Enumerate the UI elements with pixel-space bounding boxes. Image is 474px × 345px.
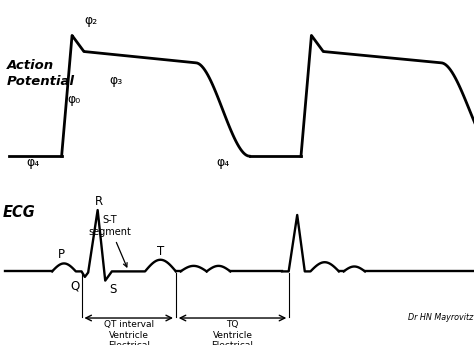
- Text: T: T: [157, 245, 164, 257]
- Text: QT interval
Ventricle
Electrical
Activity
"Systole": QT interval Ventricle Electrical Activit…: [104, 321, 154, 345]
- Text: ECG: ECG: [2, 205, 35, 220]
- Text: Dr HN Mayrovitz: Dr HN Mayrovitz: [408, 313, 473, 322]
- Text: P: P: [58, 248, 65, 261]
- Text: Q: Q: [70, 280, 80, 293]
- Text: φ₃: φ₃: [109, 74, 122, 87]
- Text: S-T
segment: S-T segment: [88, 216, 131, 267]
- Text: Action
Potential: Action Potential: [7, 59, 75, 88]
- Text: φ₄: φ₄: [27, 156, 40, 169]
- Text: S: S: [109, 283, 117, 296]
- Text: TQ
Ventricle
Electrical
Rest
"Diastole": TQ Ventricle Electrical Rest "Diastole": [210, 321, 255, 345]
- Text: R: R: [94, 195, 103, 208]
- Text: φ₀: φ₀: [67, 93, 81, 106]
- Text: φ₄: φ₄: [216, 156, 229, 169]
- Text: φ₂: φ₂: [84, 14, 98, 27]
